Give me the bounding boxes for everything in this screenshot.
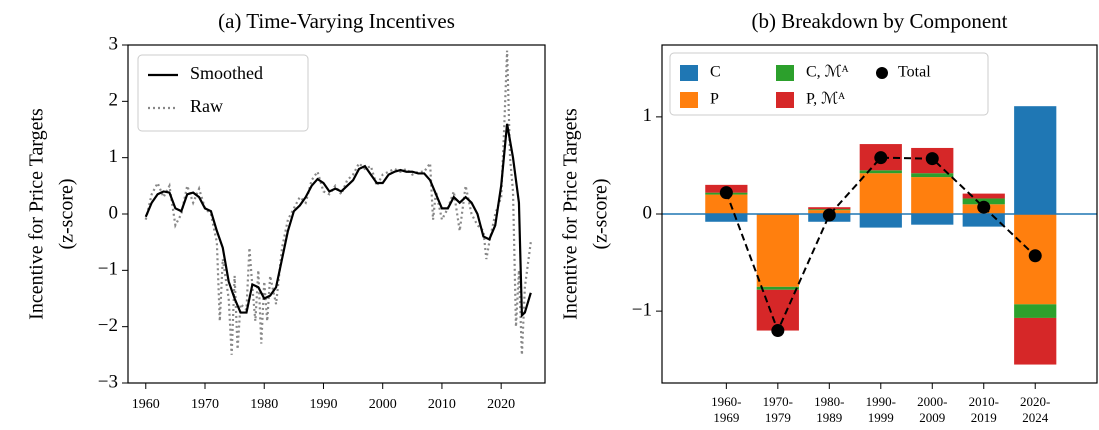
bar-segment: [756, 214, 799, 287]
x-tick-label: 2009: [919, 410, 945, 425]
y-tick-label: −1: [632, 299, 652, 320]
total-point: [1028, 249, 1042, 263]
x-tick-label: 2000: [369, 397, 397, 412]
x-tick-label: 1970: [191, 397, 219, 412]
x-tick-label: 1960: [132, 397, 160, 412]
x-tick-label: 2019: [971, 410, 997, 425]
bar-segment: [911, 177, 954, 214]
axes-frame: [127, 44, 546, 384]
legend-box: [669, 52, 989, 116]
y-tick-label: 1: [643, 105, 653, 126]
y-tick-label: 2: [109, 90, 119, 111]
legend-box: [137, 54, 309, 132]
x-tick-label: 1990: [309, 397, 337, 412]
bar-segment: [1014, 106, 1057, 214]
x-tick-label: 2010-: [969, 394, 999, 409]
y-tick-label: 1: [109, 146, 119, 167]
y-tick-label: −1: [98, 259, 118, 280]
x-tick-label: 2000-: [917, 394, 947, 409]
legend-swatch: [876, 67, 888, 79]
x-tick-label: 2010: [428, 397, 456, 412]
x-tick-label: 2020: [487, 397, 515, 412]
total-point: [925, 152, 939, 166]
series-line: [144, 50, 532, 355]
x-tick-label: 2024: [1022, 410, 1049, 425]
y-axis-label: (z-score): [590, 178, 612, 249]
legend-label: P: [710, 91, 719, 108]
y-axis-label: Incentive for Price Targets: [26, 108, 48, 320]
bar-segment: [859, 214, 902, 228]
y-tick-label: −3: [98, 371, 118, 392]
x-tick-label: 1980: [250, 397, 278, 412]
y-axis-label: Incentive for Price Targets: [560, 108, 582, 320]
legend-swatch: [776, 92, 794, 108]
legend-label: Raw: [190, 96, 223, 116]
total-point: [822, 208, 836, 222]
y-tick-label: 0: [109, 202, 119, 223]
bar-segment: [705, 194, 748, 214]
legend-label: Smoothed: [190, 63, 263, 83]
bar-segment: [705, 214, 748, 222]
y-tick-label: −2: [98, 315, 118, 336]
bar-segment: [911, 214, 954, 225]
bar-segment: [756, 289, 799, 331]
bar-segment: [808, 207, 851, 210]
x-tick-label: 2020-: [1020, 394, 1050, 409]
legend-label: P, ℳᴬ: [806, 91, 845, 108]
y-axis-label: (z-score): [56, 178, 78, 249]
x-tick-label: 1989: [816, 410, 842, 425]
bar-segment: [1014, 304, 1057, 318]
legend-swatch: [776, 65, 794, 81]
bar-segment: [911, 173, 954, 178]
x-tick-label: 1960-: [711, 394, 741, 409]
chart-title: (b) Breakdown by Component: [751, 9, 1007, 33]
x-tick-label: 1980-: [814, 394, 844, 409]
y-tick-label: 3: [109, 33, 119, 54]
x-tick-label: 1999: [868, 410, 894, 425]
total-point: [874, 151, 888, 165]
bar-segment: [962, 214, 1005, 227]
bar-segment: [859, 173, 902, 214]
legend-label: C: [710, 64, 721, 81]
x-tick-label: 1969: [713, 410, 739, 425]
legend-label: Total: [898, 64, 931, 81]
x-tick-label: 1990-: [866, 394, 896, 409]
bar-segment: [756, 286, 799, 290]
x-tick-label: 1970-: [763, 394, 793, 409]
total-point: [977, 200, 991, 214]
legend-swatch: [680, 92, 698, 108]
series-line: [144, 123, 532, 318]
bar-segment: [859, 170, 902, 174]
bar-segment: [962, 193, 1005, 199]
legend-swatch: [680, 65, 698, 81]
chart-title: (a) Time-Varying Incentives: [218, 9, 455, 33]
total-point: [771, 324, 785, 338]
bar-segment: [1014, 317, 1057, 365]
legend-label: C, ℳᴬ: [806, 64, 849, 81]
y-tick-label: 0: [643, 202, 653, 223]
axes-frame: [661, 44, 1098, 384]
x-tick-label: 1979: [765, 410, 791, 425]
total-point: [719, 186, 733, 200]
